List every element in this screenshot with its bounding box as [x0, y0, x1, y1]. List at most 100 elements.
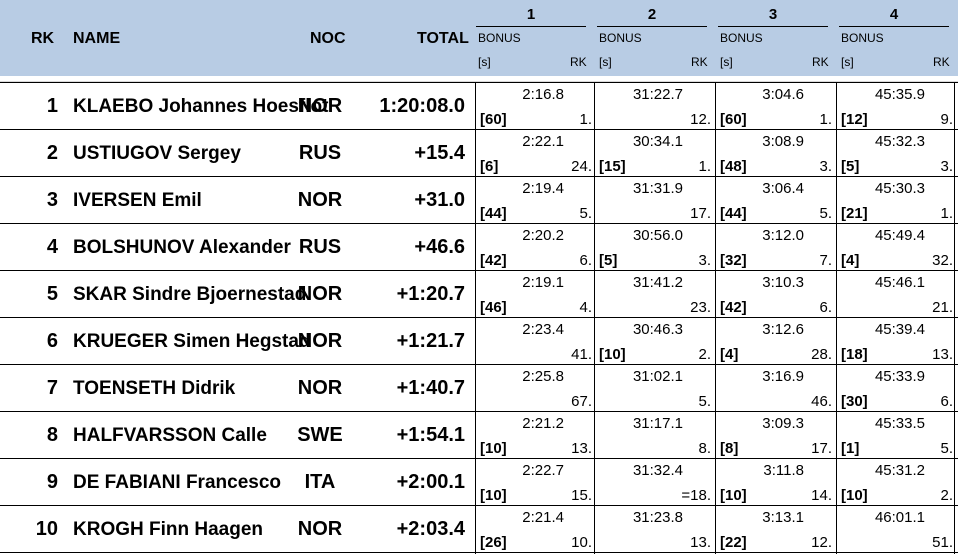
athlete-name: KRUEGER Simen Hegstad [73, 331, 311, 352]
row-separator [0, 458, 958, 459]
table-row: 8 HALFVARSSON Calle SWE +1:54.1 [0, 412, 958, 459]
split-cell-3: 3:10.3 [42] 6. [716, 271, 835, 318]
table-row: 7 TOENSETH Didrik NOR +1:40.7 [0, 365, 958, 412]
split-time: 45:35.9 [874, 86, 925, 103]
split-cell-3: 3:04.6 [60] 1. [716, 83, 835, 130]
athlete-name: BOLSHUNOV Alexander [73, 237, 291, 258]
split-time: 31:32.4 [632, 462, 683, 479]
athlete-total-time: +1:40.7 [396, 377, 465, 399]
split-time: 30:56.0 [632, 227, 683, 244]
split-bonus: [42] [720, 299, 747, 316]
intermediate-2-number: 2 [647, 6, 657, 23]
split-rank: 5. [819, 205, 832, 222]
athlete-noc: NOR [297, 377, 343, 399]
split-cell-4: 45:31.2 [10] 2. [837, 459, 956, 506]
split-time: 45:33.5 [874, 415, 925, 432]
split-rank: 12. [811, 534, 832, 551]
split-time: 3:11.8 [763, 462, 804, 479]
athlete-total-time: +31.0 [414, 189, 465, 211]
split-time: 2:21.4 [522, 509, 564, 526]
athlete-rank: 2 [46, 142, 58, 164]
split-cell-2: 30:56.0 [5] 3. [595, 224, 714, 271]
header-name: NAME [73, 30, 121, 47]
split-time: 3:09.3 [762, 415, 804, 432]
split-time: 2:19.4 [522, 180, 564, 197]
split-rank: 2. [940, 487, 953, 504]
split-time: 2:23.4 [522, 321, 564, 338]
athlete-name: IVERSEN Emil [73, 190, 202, 211]
split-rank: 67. [571, 393, 592, 410]
row-separator [0, 176, 958, 177]
split-cell-4: 45:33.9 [30] 6. [837, 365, 956, 412]
split-rank: 1. [579, 111, 592, 128]
split-bonus: [8] [720, 440, 739, 457]
split-cell-3: 3:13.1 [22] 12. [716, 506, 835, 553]
athlete-total-time: +1:21.7 [396, 330, 465, 352]
athlete-noc: NOR [297, 189, 343, 211]
row-separator [0, 223, 958, 224]
split-time: 45:49.4 [874, 227, 925, 244]
split-cell-2: 30:46.3 [10] 2. [595, 318, 714, 365]
split-rank: 3. [698, 252, 711, 269]
split-cell-2: 31:41.2 23. [595, 271, 714, 318]
split-bonus: [32] [720, 252, 747, 269]
intermediate-3-bonus-label: BONUS [720, 31, 763, 45]
split-rank: 12. [690, 111, 711, 128]
split-cell-1: 2:22.7 [10] 15. [476, 459, 595, 506]
split-bonus: [60] [720, 111, 747, 128]
intermediate-3-unit: [s] [720, 55, 733, 69]
split-rank: 1. [698, 158, 711, 175]
split-cell-1: 2:21.4 [26] 10. [476, 506, 595, 553]
split-bonus: [10] [480, 440, 507, 457]
split-time: 31:22.7 [632, 86, 683, 103]
split-rank: 46. [811, 393, 832, 410]
split-time: 31:17.1 [632, 415, 683, 432]
split-bonus: [44] [480, 205, 507, 222]
intermediate-2-unit: [s] [599, 55, 612, 69]
split-rank: 10. [571, 534, 592, 551]
split-cell-4: 45:49.4 [4] 32. [837, 224, 956, 271]
athlete-total-time: +15.4 [414, 142, 465, 164]
intermediate-4-rule [839, 26, 949, 27]
split-rank: 28. [811, 346, 832, 363]
split-cell-1: 2:20.2 [42] 6. [476, 224, 595, 271]
column-divider [836, 82, 837, 554]
split-time: 2:19.1 [522, 274, 564, 291]
split-cell-3: 3:12.0 [32] 7. [716, 224, 835, 271]
athlete-noc: NOR [297, 518, 343, 540]
split-rank: =18. [681, 487, 711, 504]
split-bonus: [21] [841, 205, 868, 222]
athlete-name: SKAR Sindre Bjoernestad [73, 284, 307, 305]
split-rank: 6. [579, 252, 592, 269]
row-separator [0, 505, 958, 506]
athlete-rank: 1 [46, 95, 58, 117]
athlete-total-time: 1:20:08.0 [379, 95, 465, 117]
athlete-name: KROGH Finn Haagen [73, 519, 264, 540]
row-separator [0, 364, 958, 365]
split-time: 46:01.1 [874, 509, 925, 526]
split-bonus: [5] [841, 158, 860, 175]
header-total: TOTAL [417, 30, 469, 47]
intermediate-2-bonus-label: BONUS [599, 31, 642, 45]
athlete-total-time: +2:03.4 [396, 518, 465, 540]
split-time: 45:39.4 [874, 321, 925, 338]
athlete-rank: 9 [46, 471, 58, 493]
split-cell-1: 2:19.4 [44] 5. [476, 177, 595, 224]
split-rank: 32. [932, 252, 953, 269]
athlete-total-time: +2:00.1 [396, 471, 465, 493]
split-time: 3:12.6 [762, 321, 804, 338]
intermediate-4-rk-label: RK [933, 55, 950, 69]
header-rk: RK [31, 30, 55, 47]
split-bonus: [6] [480, 158, 499, 175]
split-cell-4: 45:33.5 [1] 5. [837, 412, 956, 459]
intermediate-1-rule [476, 26, 586, 27]
athlete-rank: 10 [35, 518, 58, 540]
split-bonus: [46] [480, 299, 507, 316]
split-time: 2:22.7 [522, 462, 564, 479]
split-rank: 4. [579, 299, 592, 316]
split-cell-1: 2:25.8 67. [476, 365, 595, 412]
split-rank: 51. [932, 534, 953, 551]
split-time: 3:06.4 [762, 180, 804, 197]
athlete-rank: 6 [46, 330, 58, 352]
split-rank: 1. [940, 205, 953, 222]
